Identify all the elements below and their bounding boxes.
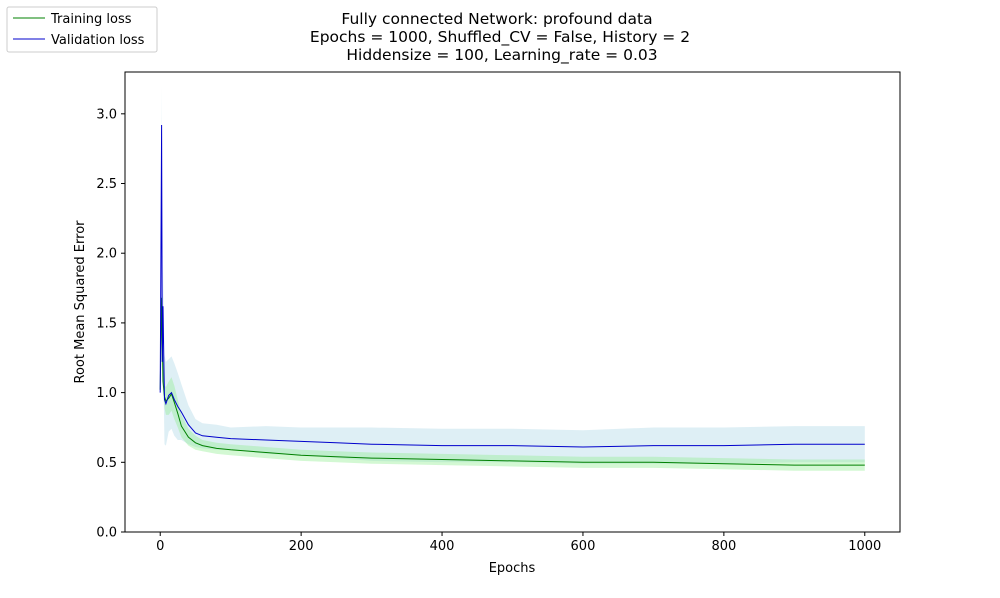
y-tick-label: 3.0 (96, 107, 117, 122)
y-axis-label: Root Mean Squared Error (73, 220, 88, 384)
x-tick-label: 200 (289, 539, 314, 554)
x-tick-label: 0 (156, 539, 164, 554)
legend-label-validation-loss: Validation loss (51, 33, 145, 48)
x-tick-label: 400 (430, 539, 455, 554)
y-tick-label: 0.5 (96, 456, 117, 471)
series-lines (159, 124, 865, 466)
y-tick-label: 2.0 (96, 247, 117, 262)
y-tick-label: 1.0 (96, 386, 117, 401)
confidence-bands (160, 85, 865, 471)
x-axis: 0 200 400 600 800 1000 (156, 532, 881, 554)
chart-title-line-1: Fully connected Network: profound data (341, 10, 652, 28)
legend-label-training-loss: Training loss (50, 12, 132, 27)
x-axis-label: Epochs (489, 561, 536, 576)
training-loss-line (159, 297, 865, 466)
y-tick-label: 0.0 (96, 526, 117, 541)
y-tick-label: 2.5 (96, 177, 117, 192)
training-loss-band (160, 286, 865, 471)
legend: Training loss Validation loss (6, 6, 158, 53)
y-tick-label: 1.5 (96, 316, 117, 331)
chart-title-line-3: Hiddensize = 100, Learning_rate = 0.03 (346, 46, 657, 65)
chart-title-line-2: Epochs = 1000, Shuffled_CV = False, Hist… (310, 28, 690, 47)
y-axis: 0.0 0.5 1.0 1.5 2.0 2.5 3.0 (96, 107, 125, 541)
validation-loss-band (160, 85, 865, 464)
plot-frame (124, 71, 901, 533)
x-tick-label: 600 (571, 539, 596, 554)
validation-loss-line (159, 124, 865, 448)
x-tick-label: 1000 (848, 539, 881, 554)
x-tick-label: 800 (711, 539, 736, 554)
